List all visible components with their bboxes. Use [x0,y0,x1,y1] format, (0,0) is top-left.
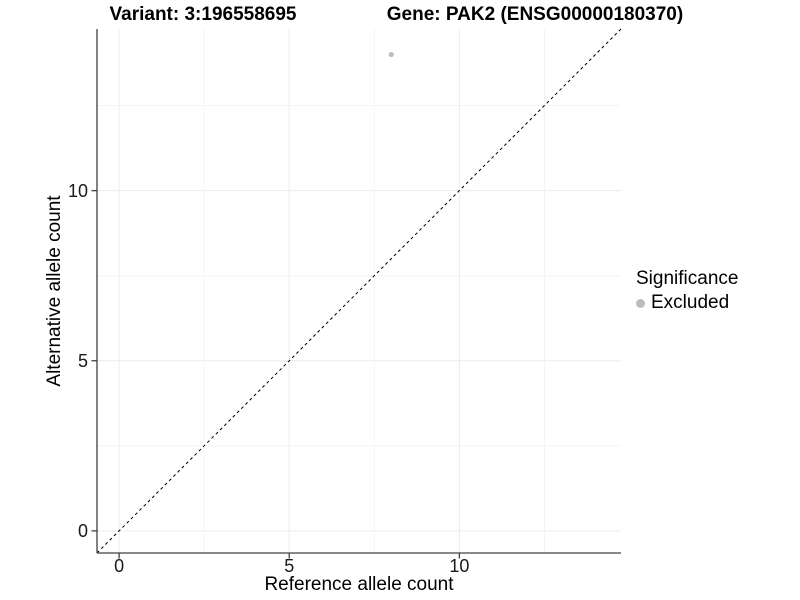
identity-line [96,28,622,554]
legend-title: Significance [636,268,739,289]
y-tick-label: 0 [78,521,88,541]
x-tick-label: 10 [449,556,469,576]
x-tick-label: 5 [284,556,294,576]
plot-title-variant: Variant: 3:196558695 [109,4,297,25]
x-tick-label: 0 [114,556,124,576]
x-axis-title: Reference allele count [264,574,454,595]
legend: Significance Excluded [636,268,738,314]
data-point [388,51,394,58]
legend-key-circle-icon [636,298,645,308]
y-axis-title: Alternative allele count [44,195,65,387]
legend-item-label: Excluded [651,292,730,313]
legend-item-excluded: Excluded [636,292,738,314]
y-tick-label: 10 [68,181,88,201]
y-tick-label: 5 [78,351,88,371]
plot-title-gene: Gene: PAK2 (ENSG00000180370) [386,4,684,25]
